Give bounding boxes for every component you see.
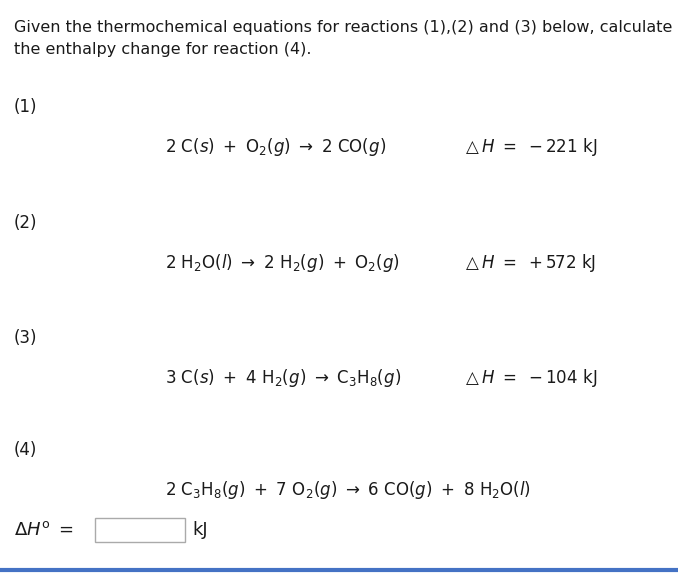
Text: (4): (4) [14,441,37,459]
Text: $\triangle H\ =\ -221\ \mathrm{kJ}$: $\triangle H\ =\ -221\ \mathrm{kJ}$ [462,136,597,158]
Text: $2\ \mathrm{C_3H_8}(\mathit{g})\ +\ 7\ \mathrm{O_2}(\mathit{g})\ \rightarrow\ 6\: $2\ \mathrm{C_3H_8}(\mathit{g})\ +\ 7\ \… [165,479,531,501]
Text: $2\ \mathrm{H_2O}(\mathit{l})\ \rightarrow\ 2\ \mathrm{H_2}(\mathit{g})\ +\ \mat: $2\ \mathrm{H_2O}(\mathit{l})\ \rightarr… [165,252,400,274]
Text: (3): (3) [14,329,37,347]
Text: (2): (2) [14,214,37,232]
Text: $2\ \mathrm{C}(\mathit{s})\ +\ \mathrm{O_2}(\mathit{g})\ \rightarrow\ 2\ \mathrm: $2\ \mathrm{C}(\mathit{s})\ +\ \mathrm{O… [165,136,386,158]
Text: $3\ \mathrm{C}(\mathit{s})\ +\ 4\ \mathrm{H_2}(\mathit{g})\ \rightarrow\ \mathrm: $3\ \mathrm{C}(\mathit{s})\ +\ 4\ \mathr… [165,367,401,389]
Text: Given the thermochemical equations for reactions (1),(2) and (3) below, calculat: Given the thermochemical equations for r… [14,20,673,35]
Text: $\Delta H^\mathrm{o}\ =$: $\Delta H^\mathrm{o}\ =$ [14,521,74,539]
Text: the enthalpy change for reaction (4).: the enthalpy change for reaction (4). [14,42,311,57]
Text: $\triangle H\ =\ -104\ \mathrm{kJ}$: $\triangle H\ =\ -104\ \mathrm{kJ}$ [462,367,597,389]
Text: (1): (1) [14,98,37,116]
Text: kJ: kJ [192,521,207,539]
FancyBboxPatch shape [95,518,185,542]
Text: $\triangle H\ =\ +572\ \mathrm{kJ}$: $\triangle H\ =\ +572\ \mathrm{kJ}$ [462,252,596,274]
